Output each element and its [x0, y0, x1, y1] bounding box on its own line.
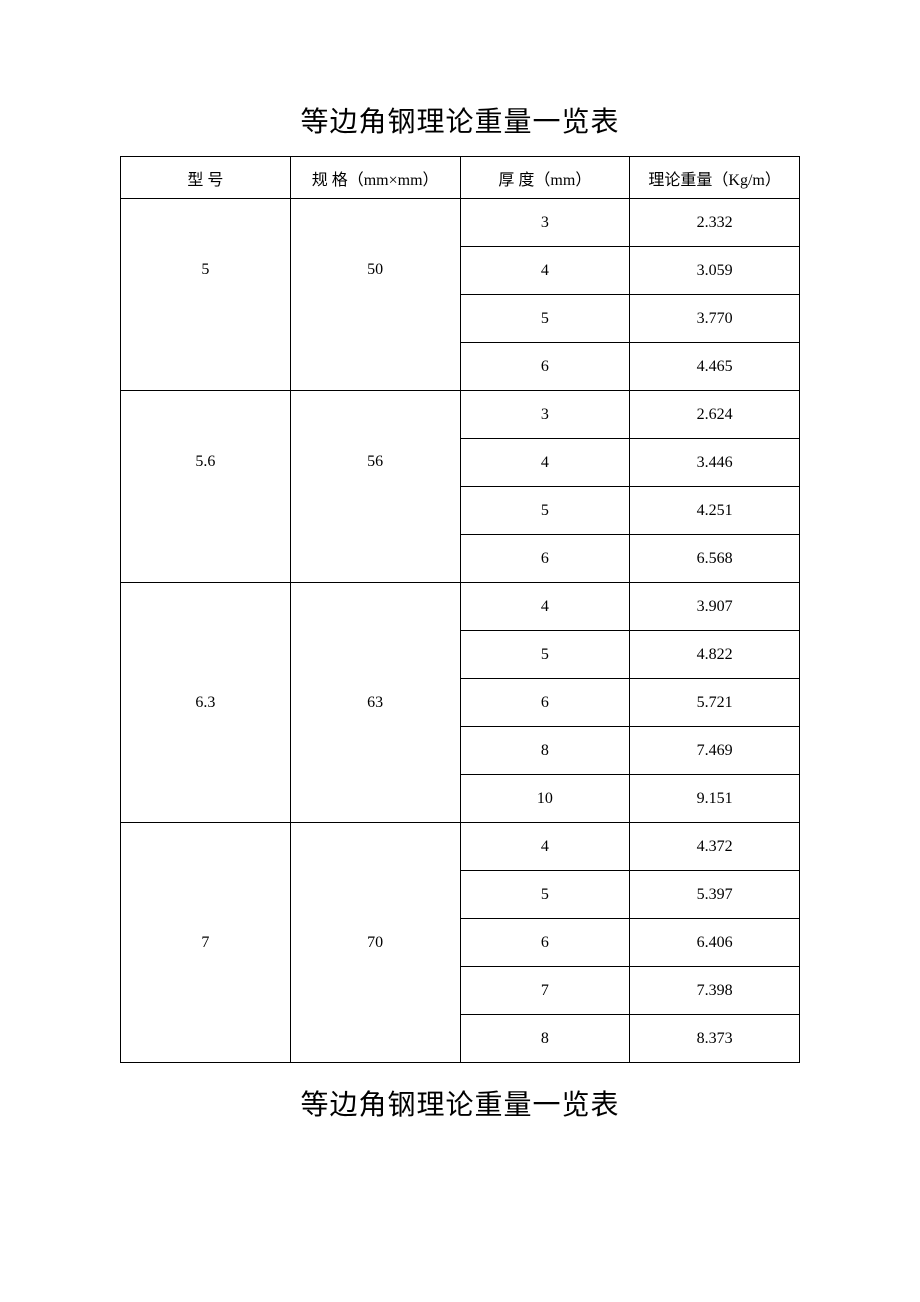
- cell-weight: 5.721: [630, 679, 800, 727]
- page-title-top: 等边角钢理论重量一览表: [120, 100, 800, 140]
- cell-weight: 7.469: [630, 727, 800, 775]
- cell-spec: 63: [290, 583, 460, 823]
- cell-thickness: 4: [460, 247, 630, 295]
- cell-weight: 4.372: [630, 823, 800, 871]
- cell-weight: 6.568: [630, 535, 800, 583]
- table-row: 5.65632.624: [121, 391, 800, 439]
- cell-thickness: 4: [460, 439, 630, 487]
- cell-weight: 3.446: [630, 439, 800, 487]
- cell-thickness: 7: [460, 967, 630, 1015]
- cell-thickness: 5: [460, 487, 630, 535]
- header-weight: 理论重量（Kg/m）: [630, 157, 800, 199]
- cell-weight: 4.465: [630, 343, 800, 391]
- cell-spec: 50: [290, 199, 460, 391]
- cell-thickness: 6: [460, 679, 630, 727]
- cell-spec: 70: [290, 823, 460, 1063]
- table-row: 55032.332: [121, 199, 800, 247]
- cell-weight: 2.624: [630, 391, 800, 439]
- cell-weight: 2.332: [630, 199, 800, 247]
- table-header-row: 型 号 规 格（mm×mm） 厚 度（mm） 理论重量（Kg/m）: [121, 157, 800, 199]
- cell-thickness: 8: [460, 727, 630, 775]
- page-title-bottom: 等边角钢理论重量一览表: [120, 1083, 800, 1123]
- cell-weight: 3.059: [630, 247, 800, 295]
- header-thickness: 厚 度（mm）: [460, 157, 630, 199]
- cell-weight: 9.151: [630, 775, 800, 823]
- cell-thickness: 3: [460, 199, 630, 247]
- cell-weight: 5.397: [630, 871, 800, 919]
- cell-weight: 8.373: [630, 1015, 800, 1063]
- cell-thickness: 6: [460, 343, 630, 391]
- cell-thickness: 8: [460, 1015, 630, 1063]
- table-row: 77044.372: [121, 823, 800, 871]
- cell-weight: 3.907: [630, 583, 800, 631]
- cell-model: 7: [121, 823, 291, 1063]
- cell-thickness: 3: [460, 391, 630, 439]
- cell-thickness: 4: [460, 823, 630, 871]
- cell-thickness: 5: [460, 631, 630, 679]
- cell-weight: 7.398: [630, 967, 800, 1015]
- cell-thickness: 4: [460, 583, 630, 631]
- cell-thickness: 6: [460, 535, 630, 583]
- steel-weight-table: 型 号 规 格（mm×mm） 厚 度（mm） 理论重量（Kg/m） 55032.…: [120, 156, 800, 1063]
- cell-weight: 4.251: [630, 487, 800, 535]
- header-model: 型 号: [121, 157, 291, 199]
- cell-weight: 3.770: [630, 295, 800, 343]
- cell-model: 5.6: [121, 391, 291, 583]
- cell-thickness: 5: [460, 871, 630, 919]
- cell-spec: 56: [290, 391, 460, 583]
- cell-weight: 4.822: [630, 631, 800, 679]
- cell-thickness: 10: [460, 775, 630, 823]
- header-spec: 规 格（mm×mm）: [290, 157, 460, 199]
- cell-thickness: 6: [460, 919, 630, 967]
- cell-model: 5: [121, 199, 291, 391]
- cell-model: 6.3: [121, 583, 291, 823]
- cell-weight: 6.406: [630, 919, 800, 967]
- cell-thickness: 5: [460, 295, 630, 343]
- table-row: 6.36343.907: [121, 583, 800, 631]
